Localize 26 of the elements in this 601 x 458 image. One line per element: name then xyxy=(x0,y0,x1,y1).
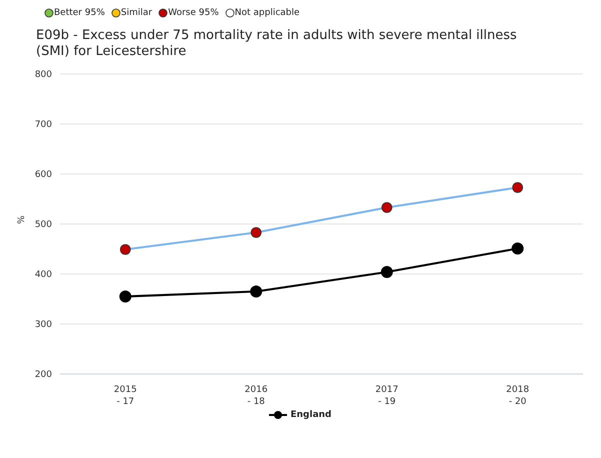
x-tick-label: 2018 - 20 xyxy=(506,385,530,407)
point xyxy=(381,202,392,213)
point xyxy=(250,286,262,298)
point xyxy=(380,266,393,278)
y-tick-label: 400 xyxy=(34,270,52,280)
x-tick-label: 2016 - 18 xyxy=(244,385,268,407)
y-tick-label: 300 xyxy=(34,320,52,330)
point xyxy=(512,242,524,254)
chart-title: E09b - Excess under 75 mortality rate in adults with severe mental illness (SMI) for Leicestershire xyxy=(35,28,518,60)
point xyxy=(512,182,524,193)
x-tick-label: 2015 - 17 xyxy=(114,385,137,407)
x-tick-label: 2017 - 19 xyxy=(375,385,398,407)
y-tick-label: 700 xyxy=(34,120,52,130)
legend-label: Worse 95% xyxy=(168,8,219,18)
point xyxy=(120,244,131,255)
y-tick-label: 600 xyxy=(34,170,52,180)
y-tick-label: 500 xyxy=(34,220,52,230)
point xyxy=(250,227,262,238)
legend-label: England xyxy=(290,410,332,420)
legend-label: Not applicable xyxy=(234,8,300,18)
y-tick-label: 200 xyxy=(34,370,52,380)
point xyxy=(119,290,132,302)
y-axis-title: % xyxy=(17,215,28,224)
legend-label: Similar xyxy=(120,8,152,18)
legend-label: Better 95% xyxy=(54,8,105,18)
y-tick-label: 800 xyxy=(34,70,52,80)
